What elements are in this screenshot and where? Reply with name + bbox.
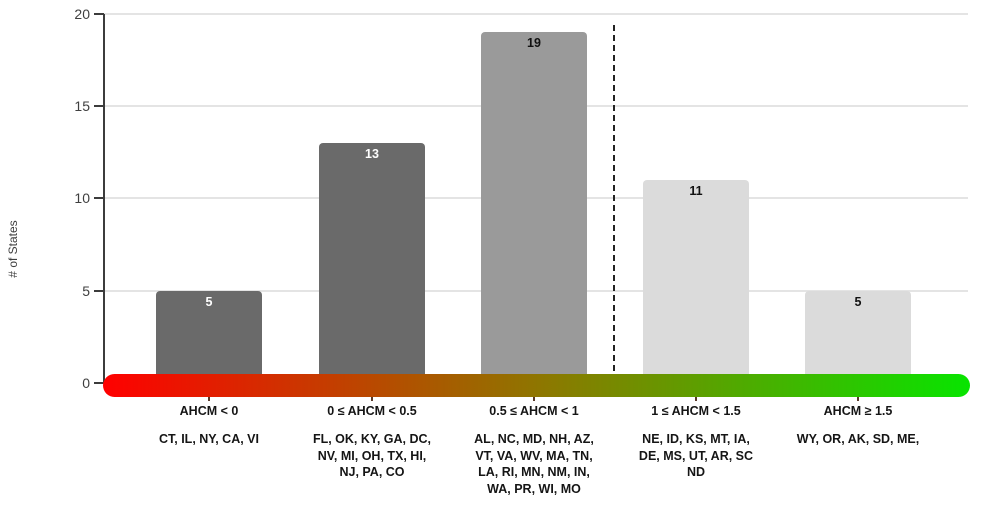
y-axis-tick [94,382,104,384]
y-tick-label: 0 [82,375,90,391]
y-axis-tick [94,105,104,107]
y-tick-label: 10 [74,190,90,206]
states-list: NE, ID, KS, MT, IA, DE, MS, UT, AR, SC N… [638,432,754,479]
y-axis-tick [94,13,104,15]
bar-1-to-1_5: 11 [643,180,749,383]
y-axis-title: # of States [6,220,20,278]
bar-ahcm-ge-1_5: 5 [805,291,911,383]
y-tick-label: 15 [74,98,90,114]
x-axis-tick [371,396,373,401]
category-label: 1 ≤ AHCM < 1.5 [651,404,741,418]
bar-value-label: 5 [205,295,213,309]
x-axis-tick [533,396,535,401]
bar-0-to-0_5: 13 [319,143,425,383]
gridline-20 [103,13,968,15]
category-label: 0.5 ≤ AHCM < 1 [489,404,579,418]
category-label: AHCM ≥ 1.5 [823,404,893,418]
bar-value-label: 5 [854,295,862,309]
dashed-divider-line [613,25,615,374]
x-axis-gradient-bar [103,374,970,397]
bar-value-label: 13 [365,147,379,161]
states-list: CT, IL, NY, CA, VI [158,432,259,446]
states-list: FL, OK, KY, GA, DC, NV, MI, OH, TX, HI, … [312,432,432,479]
category-label: 0 ≤ AHCM < 0.5 [327,404,417,418]
bar-ahcm-lt-0: 5 [156,291,262,383]
states-list: AL, NC, MD, NH, AZ, VT, VA, WV, MA, TN, … [474,432,594,496]
y-axis-tick [94,290,104,292]
y-axis-line [103,14,105,384]
bar-value-label: 19 [527,36,541,50]
bar-0_5-to-1: 19 [481,32,587,383]
y-tick-label: 20 [74,6,90,22]
x-axis-tick [208,396,210,401]
category-label: AHCM < 0 [179,404,239,418]
bar-value-label: 11 [689,184,703,198]
states-list: WY, OR, AK, SD, ME, [796,432,920,446]
y-tick-label: 5 [82,283,90,299]
y-axis-tick [94,197,104,199]
x-axis-tick [857,396,859,401]
x-axis-tick [695,396,697,401]
